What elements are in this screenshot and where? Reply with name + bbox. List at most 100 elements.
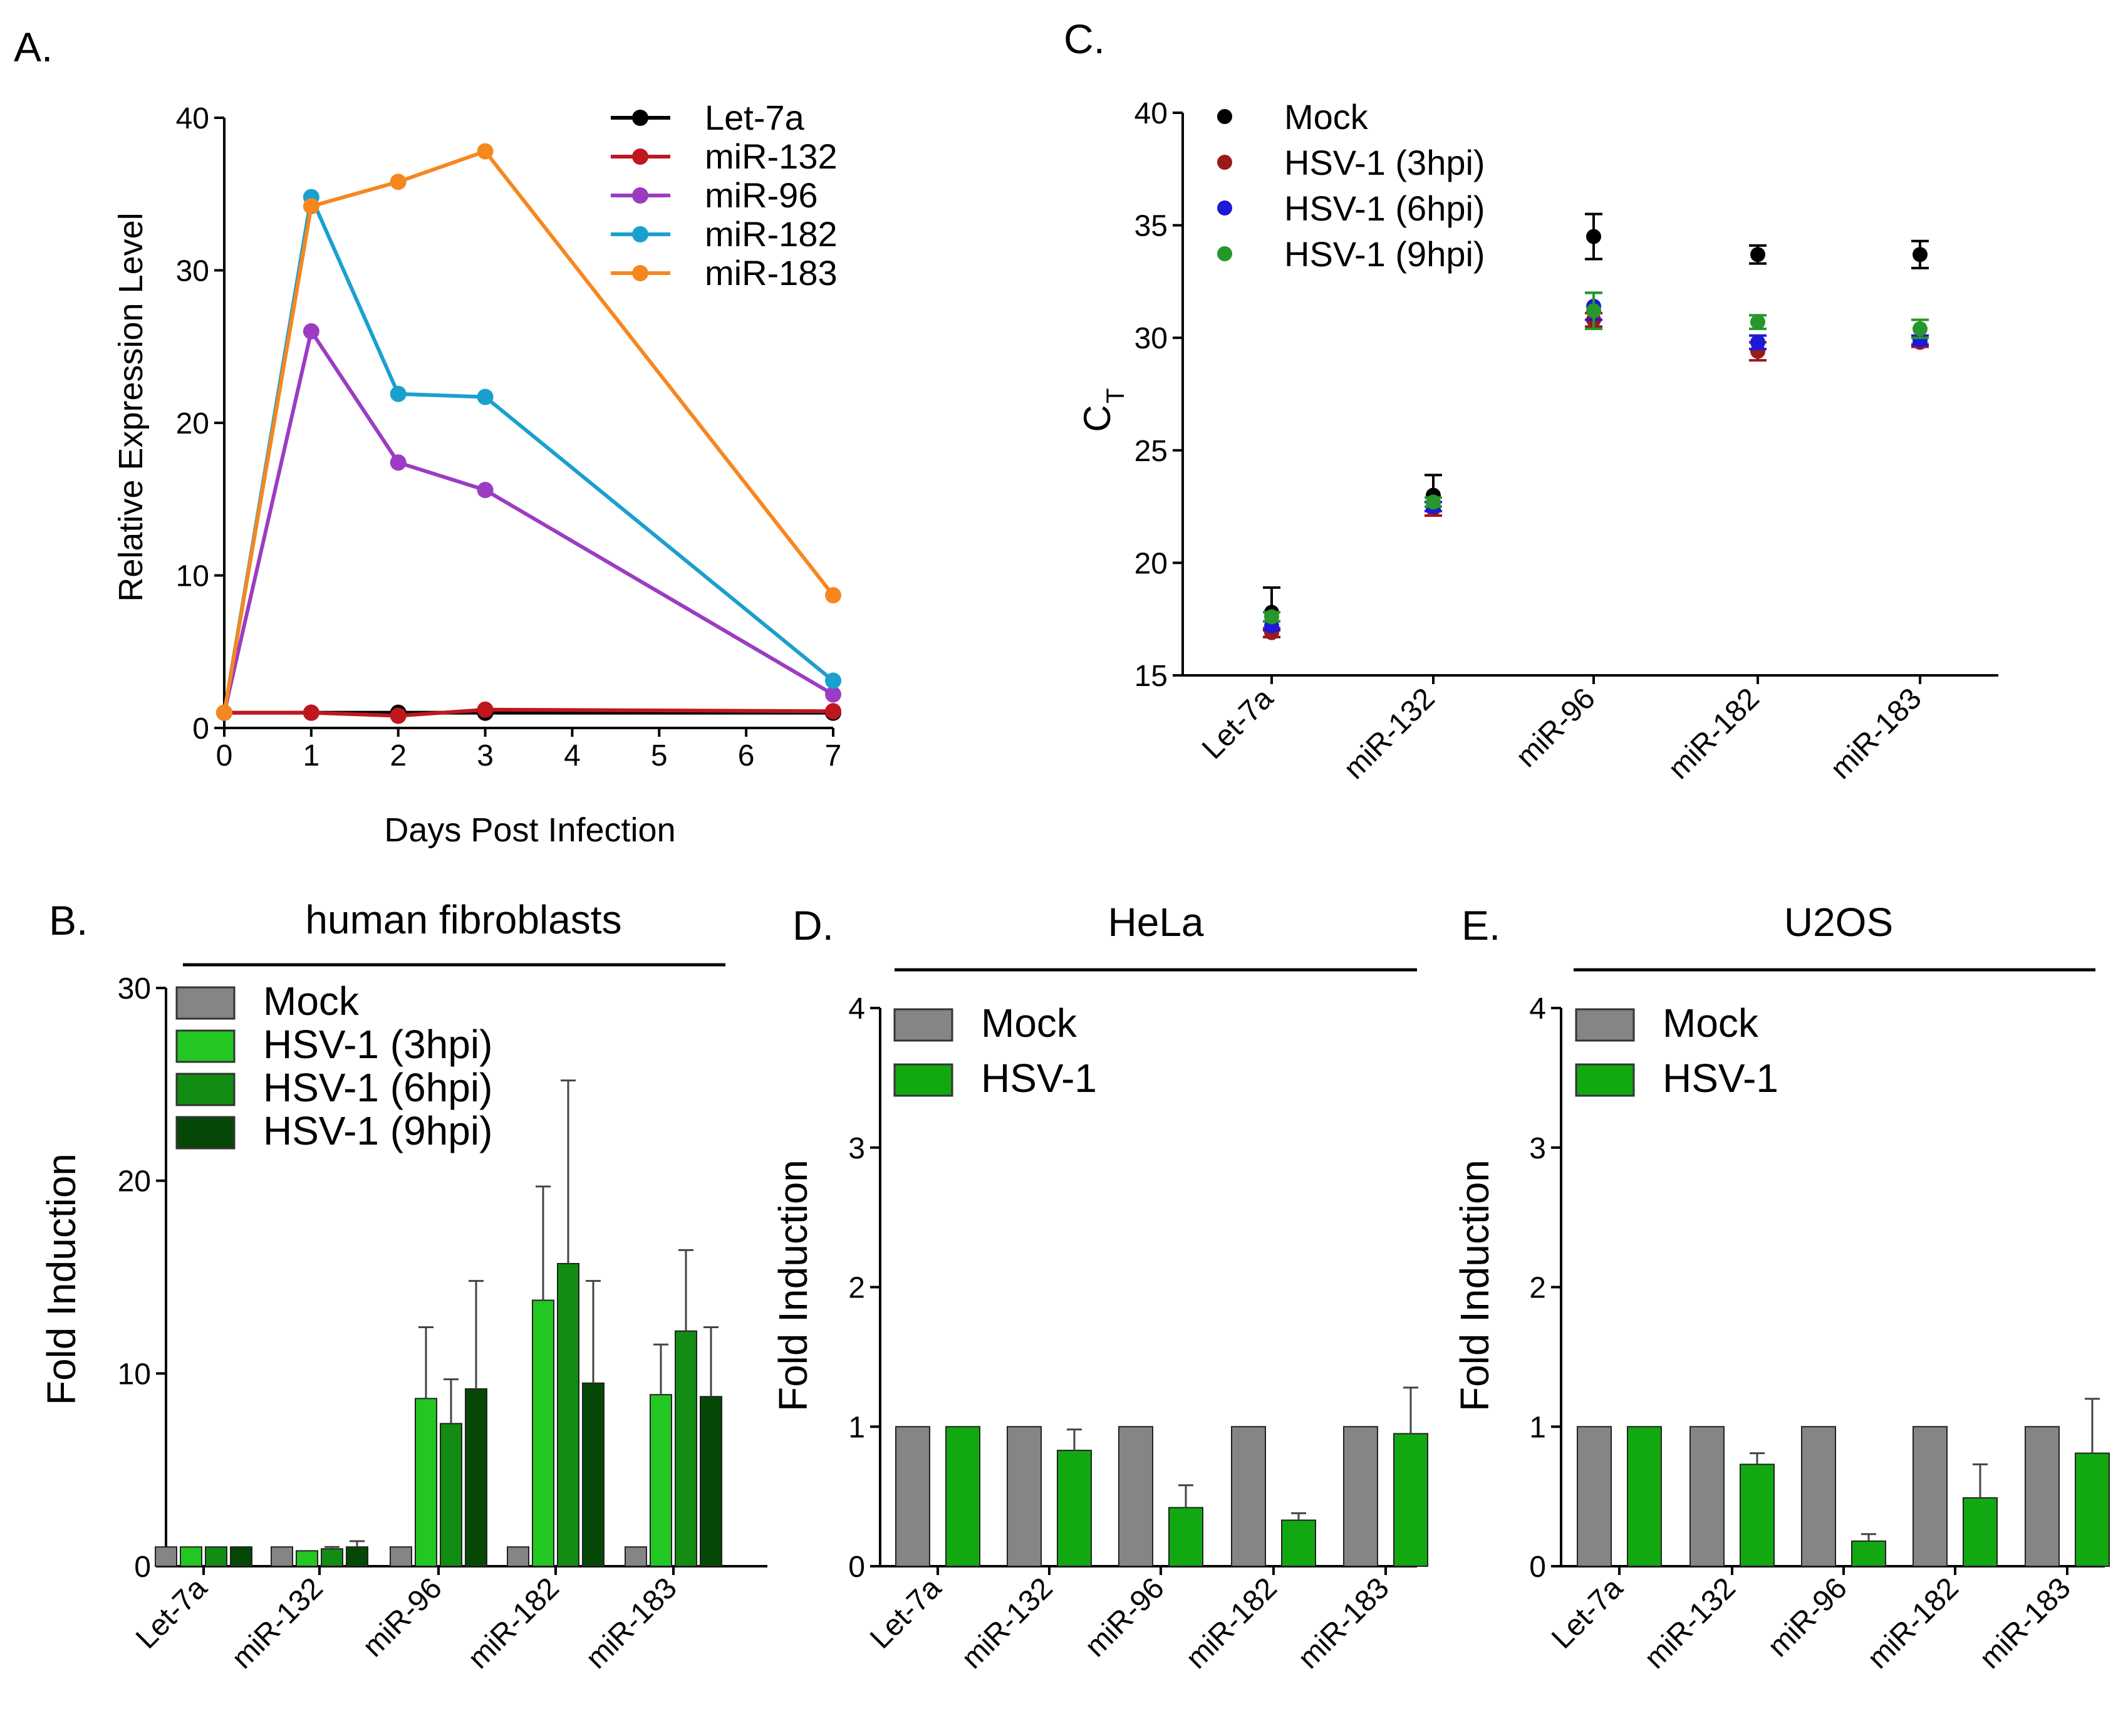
- panel-a-x-tick-label: 7: [825, 739, 842, 772]
- panel-a-data-point: [825, 587, 841, 604]
- panel-b-x-tick-label: miR-182: [462, 1571, 566, 1675]
- panel-d-legend-label: Mock: [981, 1001, 1077, 1046]
- panel-b-bar: [346, 1546, 368, 1567]
- panel-a-data-point: [477, 482, 494, 499]
- panel-e-bar: [1577, 1426, 1612, 1567]
- panel-a-legend-swatch-marker: [632, 110, 648, 126]
- panel-b-y-tick-label: 10: [118, 1358, 151, 1391]
- panel-d-y-tick-label: 2: [848, 1272, 865, 1305]
- panel-b-x-tick-label: miR-96: [356, 1571, 449, 1663]
- panel-c-legend-marker: [1217, 200, 1232, 216]
- panel-a-legend-swatch-marker: [632, 148, 648, 165]
- panel-a-legend-label: miR-182: [705, 214, 838, 254]
- panel-a-y-tick-label: 40: [176, 102, 209, 135]
- panel-e-ylabel: Fold Induction: [1452, 1160, 1497, 1411]
- panel-b-bar: [296, 1550, 318, 1567]
- panel-e-x-tick-label: Let-7a: [1545, 1571, 1629, 1655]
- panel-a-x-tick-label: 0: [216, 739, 233, 772]
- panel-c-points: [1263, 212, 1929, 640]
- panel-b-bar: [155, 1546, 177, 1567]
- panel-a-data-point: [825, 686, 841, 703]
- panel-a-data-point: [477, 143, 494, 160]
- panel-b-bar: [205, 1546, 227, 1567]
- panel-d-y-tick-label: 4: [848, 992, 865, 1026]
- panel-c-x-tick-label: miR-182: [1662, 682, 1766, 786]
- panel-e-y-tick-label: 4: [1529, 992, 1546, 1026]
- panel-e-y-tick-label: 1: [1529, 1411, 1546, 1444]
- panel-b-x-tick-label: miR-183: [579, 1571, 683, 1675]
- panel-c-legend-label: Mock: [1284, 97, 1369, 137]
- panel-d-bar: [895, 1426, 930, 1567]
- panel-a-legend-label: miR-183: [705, 253, 838, 293]
- panel-b-title: human fibroblasts: [305, 897, 621, 942]
- panel-e-bar: [1740, 1463, 1775, 1567]
- panel-b-y-tick-label: 0: [134, 1551, 151, 1584]
- panel-e-y-tick-label: 0: [1529, 1551, 1546, 1584]
- panel-b-y-tick-label: 30: [118, 972, 151, 1006]
- panel-e-x-tick-label: miR-132: [1638, 1571, 1742, 1675]
- panel-e-y-tick-label: 3: [1529, 1132, 1546, 1165]
- panel-c-x-tick-label: Let-7a: [1196, 682, 1280, 766]
- panel-b-bar: [700, 1396, 722, 1567]
- panel-a-data-point: [303, 323, 319, 340]
- panel-a-legend-label: Let-7a: [705, 98, 805, 137]
- panel-d-bar: [1393, 1433, 1428, 1567]
- panel-b-legend-swatch: [175, 1116, 236, 1150]
- panel-e-bar: [1851, 1540, 1886, 1567]
- panel-c-x-tick-label: miR-96: [1510, 682, 1602, 774]
- panel-e-legend-label: Mock: [1663, 1001, 1759, 1046]
- panel-d-letter: D.: [792, 902, 834, 949]
- panel-b-bar: [271, 1546, 293, 1567]
- panel-e-bar: [1801, 1426, 1836, 1567]
- panel-b-legend-swatch: [175, 1029, 236, 1063]
- panel-b-bar: [675, 1330, 697, 1567]
- panel-b-bar: [465, 1388, 487, 1567]
- panel-b-bar: [650, 1394, 672, 1567]
- panel-a-data-point: [477, 388, 494, 405]
- panel-a-legend-swatch-marker: [632, 226, 648, 242]
- panel-a-ylabel: Relative Expression Level: [112, 212, 150, 601]
- panel-c-data-point: [1750, 247, 1765, 262]
- panel-c-ylabel: C T: [1076, 388, 1129, 432]
- panel-b-y-tick-label: 20: [118, 1165, 151, 1198]
- panel-d-bar: [945, 1426, 980, 1567]
- panel-c-legend-label: HSV-1 (3hpi): [1284, 143, 1485, 182]
- panel-d-x-tick-label: Let-7a: [864, 1571, 948, 1655]
- panel-d-x-tick-label: miR-132: [955, 1571, 1059, 1675]
- panel-a-x-tick-label: 4: [564, 739, 581, 772]
- panel-e-x-tick-label: miR-96: [1762, 1571, 1854, 1663]
- panel-c-data-point: [1586, 229, 1601, 244]
- panel-a: A. 0 10 20 30 40 0 1 2 3 4 5 6 7 Let-7amiR-132miR-96…: [14, 24, 841, 849]
- panel-a-y-tick-label: 10: [176, 560, 209, 593]
- panel-d-x-tick-label: miR-182: [1180, 1571, 1284, 1675]
- panel-b-bar: [440, 1423, 462, 1567]
- panel-a-x-tick-label: 3: [477, 739, 494, 772]
- panel-c-legend-label: HSV-1 (9hpi): [1284, 234, 1485, 274]
- panel-d: D. HeLa 0 1 2 3 4 Let-7a miR-132 miR-96 miR-182 m…: [771, 900, 1428, 1675]
- panel-a-y-tick-label: 20: [176, 407, 209, 440]
- panel-b-legend-label: HSV-1 (3hpi): [263, 1022, 492, 1067]
- panel-c-y-tick-label: 25: [1134, 435, 1168, 468]
- panel-e: E. U2OS 0 1 2 3 4 Let-7a miR-132 miR-96 miR-182 m…: [1452, 900, 2110, 1675]
- panel-c-ylabel-main: C: [1076, 405, 1118, 432]
- panel-d-bar: [1168, 1507, 1203, 1567]
- panel-b-legend-label: HSV-1 (6hpi): [263, 1065, 492, 1110]
- panel-b-legend-swatch: [175, 1073, 236, 1106]
- panel-c-x-tick-label: miR-183: [1824, 682, 1928, 786]
- panel-a-xlabel: Days Post Infection: [384, 811, 675, 849]
- panel-c-data-point: [1913, 247, 1928, 262]
- panel-b: B. human fibroblasts 0 10 20 30 Let-7a miR-13…: [39, 897, 767, 1675]
- panel-d-x-tick-label: miR-96: [1079, 1571, 1171, 1663]
- panel-d-bar: [1231, 1426, 1266, 1567]
- panel-c-x-tick-label: miR-132: [1337, 682, 1441, 786]
- panel-d-y-tick-label: 1: [848, 1411, 865, 1444]
- panel-a-x-tick-label: 5: [651, 739, 668, 772]
- panel-c-letter: C.: [1064, 16, 1105, 62]
- panel-b-letter: B.: [49, 897, 88, 943]
- panel-d-legend-label: HSV-1: [981, 1056, 1097, 1101]
- panel-d-bars: [895, 1386, 1428, 1567]
- panel-e-title: U2OS: [1784, 900, 1893, 945]
- panel-c-y-tick-label: 20: [1134, 547, 1168, 580]
- panel-c-data-point: [1913, 321, 1928, 336]
